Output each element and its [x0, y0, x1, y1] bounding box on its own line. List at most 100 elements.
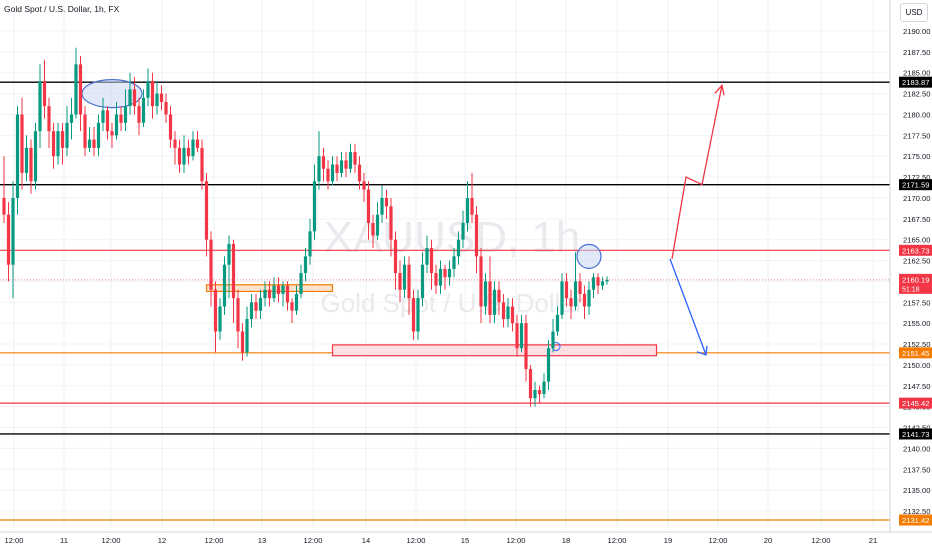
- candle-body: [267, 289, 272, 299]
- level-badge: [899, 514, 932, 526]
- candle-body: [497, 289, 501, 303]
- time-tick-label: 12:00: [101, 536, 120, 545]
- candle-body: [605, 279, 609, 282]
- candle-body: [465, 197, 470, 223]
- current-price-badge: [899, 273, 932, 294]
- candle-body: [416, 298, 420, 332]
- watermark: XAUUSD, 1h Gold Spot / U.S. Dollar: [321, 213, 584, 318]
- time-tick-label: 12:00: [204, 536, 223, 545]
- candle-body: [321, 156, 326, 169]
- candle-body: [303, 256, 308, 274]
- candle-body: [299, 273, 303, 294]
- candle-body: [132, 89, 137, 107]
- candle-body: [42, 81, 47, 107]
- price-tick-label: 2185.00: [903, 69, 930, 78]
- candle-body: [240, 331, 245, 353]
- candle-body: [591, 277, 596, 290]
- candle-body: [380, 197, 384, 215]
- candle-body: [218, 306, 222, 332]
- candle-body: [452, 256, 456, 269]
- candle-body: [177, 147, 182, 165]
- candle-body: [114, 114, 119, 136]
- candle-body: [231, 243, 236, 299]
- candle-body: [263, 289, 267, 299]
- level-badge-label: 2163.73: [902, 246, 929, 255]
- candle-body: [110, 131, 114, 136]
- candle-body: [555, 314, 560, 332]
- price-tick-label: 2162.50: [903, 257, 930, 266]
- candle-body: [281, 285, 285, 294]
- candle-body: [150, 81, 155, 107]
- price-tick-label: 2182.50: [903, 90, 930, 99]
- candle-body: [191, 139, 195, 157]
- candle-body: [483, 281, 488, 307]
- candle-body: [524, 323, 528, 370]
- zone-rectangle: [331, 344, 658, 357]
- candle-body: [533, 389, 537, 399]
- candle-body: [209, 239, 213, 290]
- candle-body: [596, 277, 600, 286]
- candle-body: [456, 239, 461, 257]
- candle-body: [195, 139, 200, 148]
- candle-body: [128, 89, 132, 107]
- price-tick-label: 2132.50: [903, 507, 930, 516]
- price-tick-label: 2152.50: [903, 340, 930, 349]
- candle-body: [24, 147, 29, 173]
- price-tick-label: 2190.00: [903, 27, 930, 36]
- candle-body: [551, 331, 555, 349]
- candle-body: [429, 248, 434, 274]
- time-tick-label: 12:00: [506, 536, 525, 545]
- candle-body: [587, 289, 591, 307]
- highlight-ellipse: [576, 243, 602, 269]
- countdown-label: 51:18: [902, 286, 920, 293]
- candle-body: [519, 323, 524, 349]
- time-tick-label: 18: [562, 536, 570, 545]
- time-tick-label: 20: [764, 536, 772, 545]
- candle-body: [92, 139, 96, 148]
- candle-body: [344, 160, 348, 169]
- price-tick-label: 2157.50: [903, 298, 930, 307]
- price-tick-label: 2155.00: [903, 319, 930, 328]
- candle-body: [560, 281, 564, 315]
- level-badge-label: 2171.59: [902, 181, 929, 190]
- level-badge-label: 2131.42: [902, 516, 929, 525]
- candle-body: [371, 223, 375, 236]
- candle-body: [488, 281, 492, 315]
- candle-body: [15, 114, 20, 198]
- currency-button[interactable]: USD: [900, 3, 928, 22]
- candles: [2, 47, 609, 407]
- candle-body: [159, 93, 164, 102]
- candle-body: [357, 164, 362, 182]
- candle-body: [312, 181, 317, 232]
- chart-title: Gold Spot / U.S. Dollar, 1h, FX: [4, 4, 120, 14]
- price-tick-label: 2165.00: [903, 236, 930, 245]
- candle-body: [272, 285, 276, 299]
- candle-body: [56, 131, 60, 157]
- time-tick-label: 12:00: [708, 536, 727, 545]
- candle-body: [168, 114, 173, 140]
- candle-body: [74, 64, 78, 115]
- candle-body: [182, 147, 186, 165]
- time-tick-label: 14: [362, 536, 370, 545]
- candle-body: [2, 197, 6, 215]
- candle-body: [474, 214, 479, 257]
- candle-body: [425, 248, 429, 265]
- candle-body: [105, 110, 110, 132]
- candle-body: [285, 285, 290, 303]
- price-tick-label: 2150.00: [903, 361, 930, 370]
- price-tick-label: 2167.50: [903, 215, 930, 224]
- candle-body: [501, 302, 506, 319]
- time-tick-label: 12:00: [303, 536, 322, 545]
- price-tick-label: 2137.50: [903, 465, 930, 474]
- candle-body: [362, 181, 366, 190]
- candle-body: [236, 298, 240, 332]
- level-badge-label: 2151.45: [902, 349, 929, 358]
- time-tick-label: 12:00: [607, 536, 626, 545]
- candle-body: [51, 131, 56, 157]
- price-tick-label: 2177.50: [903, 131, 930, 140]
- candle-body: [447, 268, 452, 278]
- level-badge: [899, 244, 932, 256]
